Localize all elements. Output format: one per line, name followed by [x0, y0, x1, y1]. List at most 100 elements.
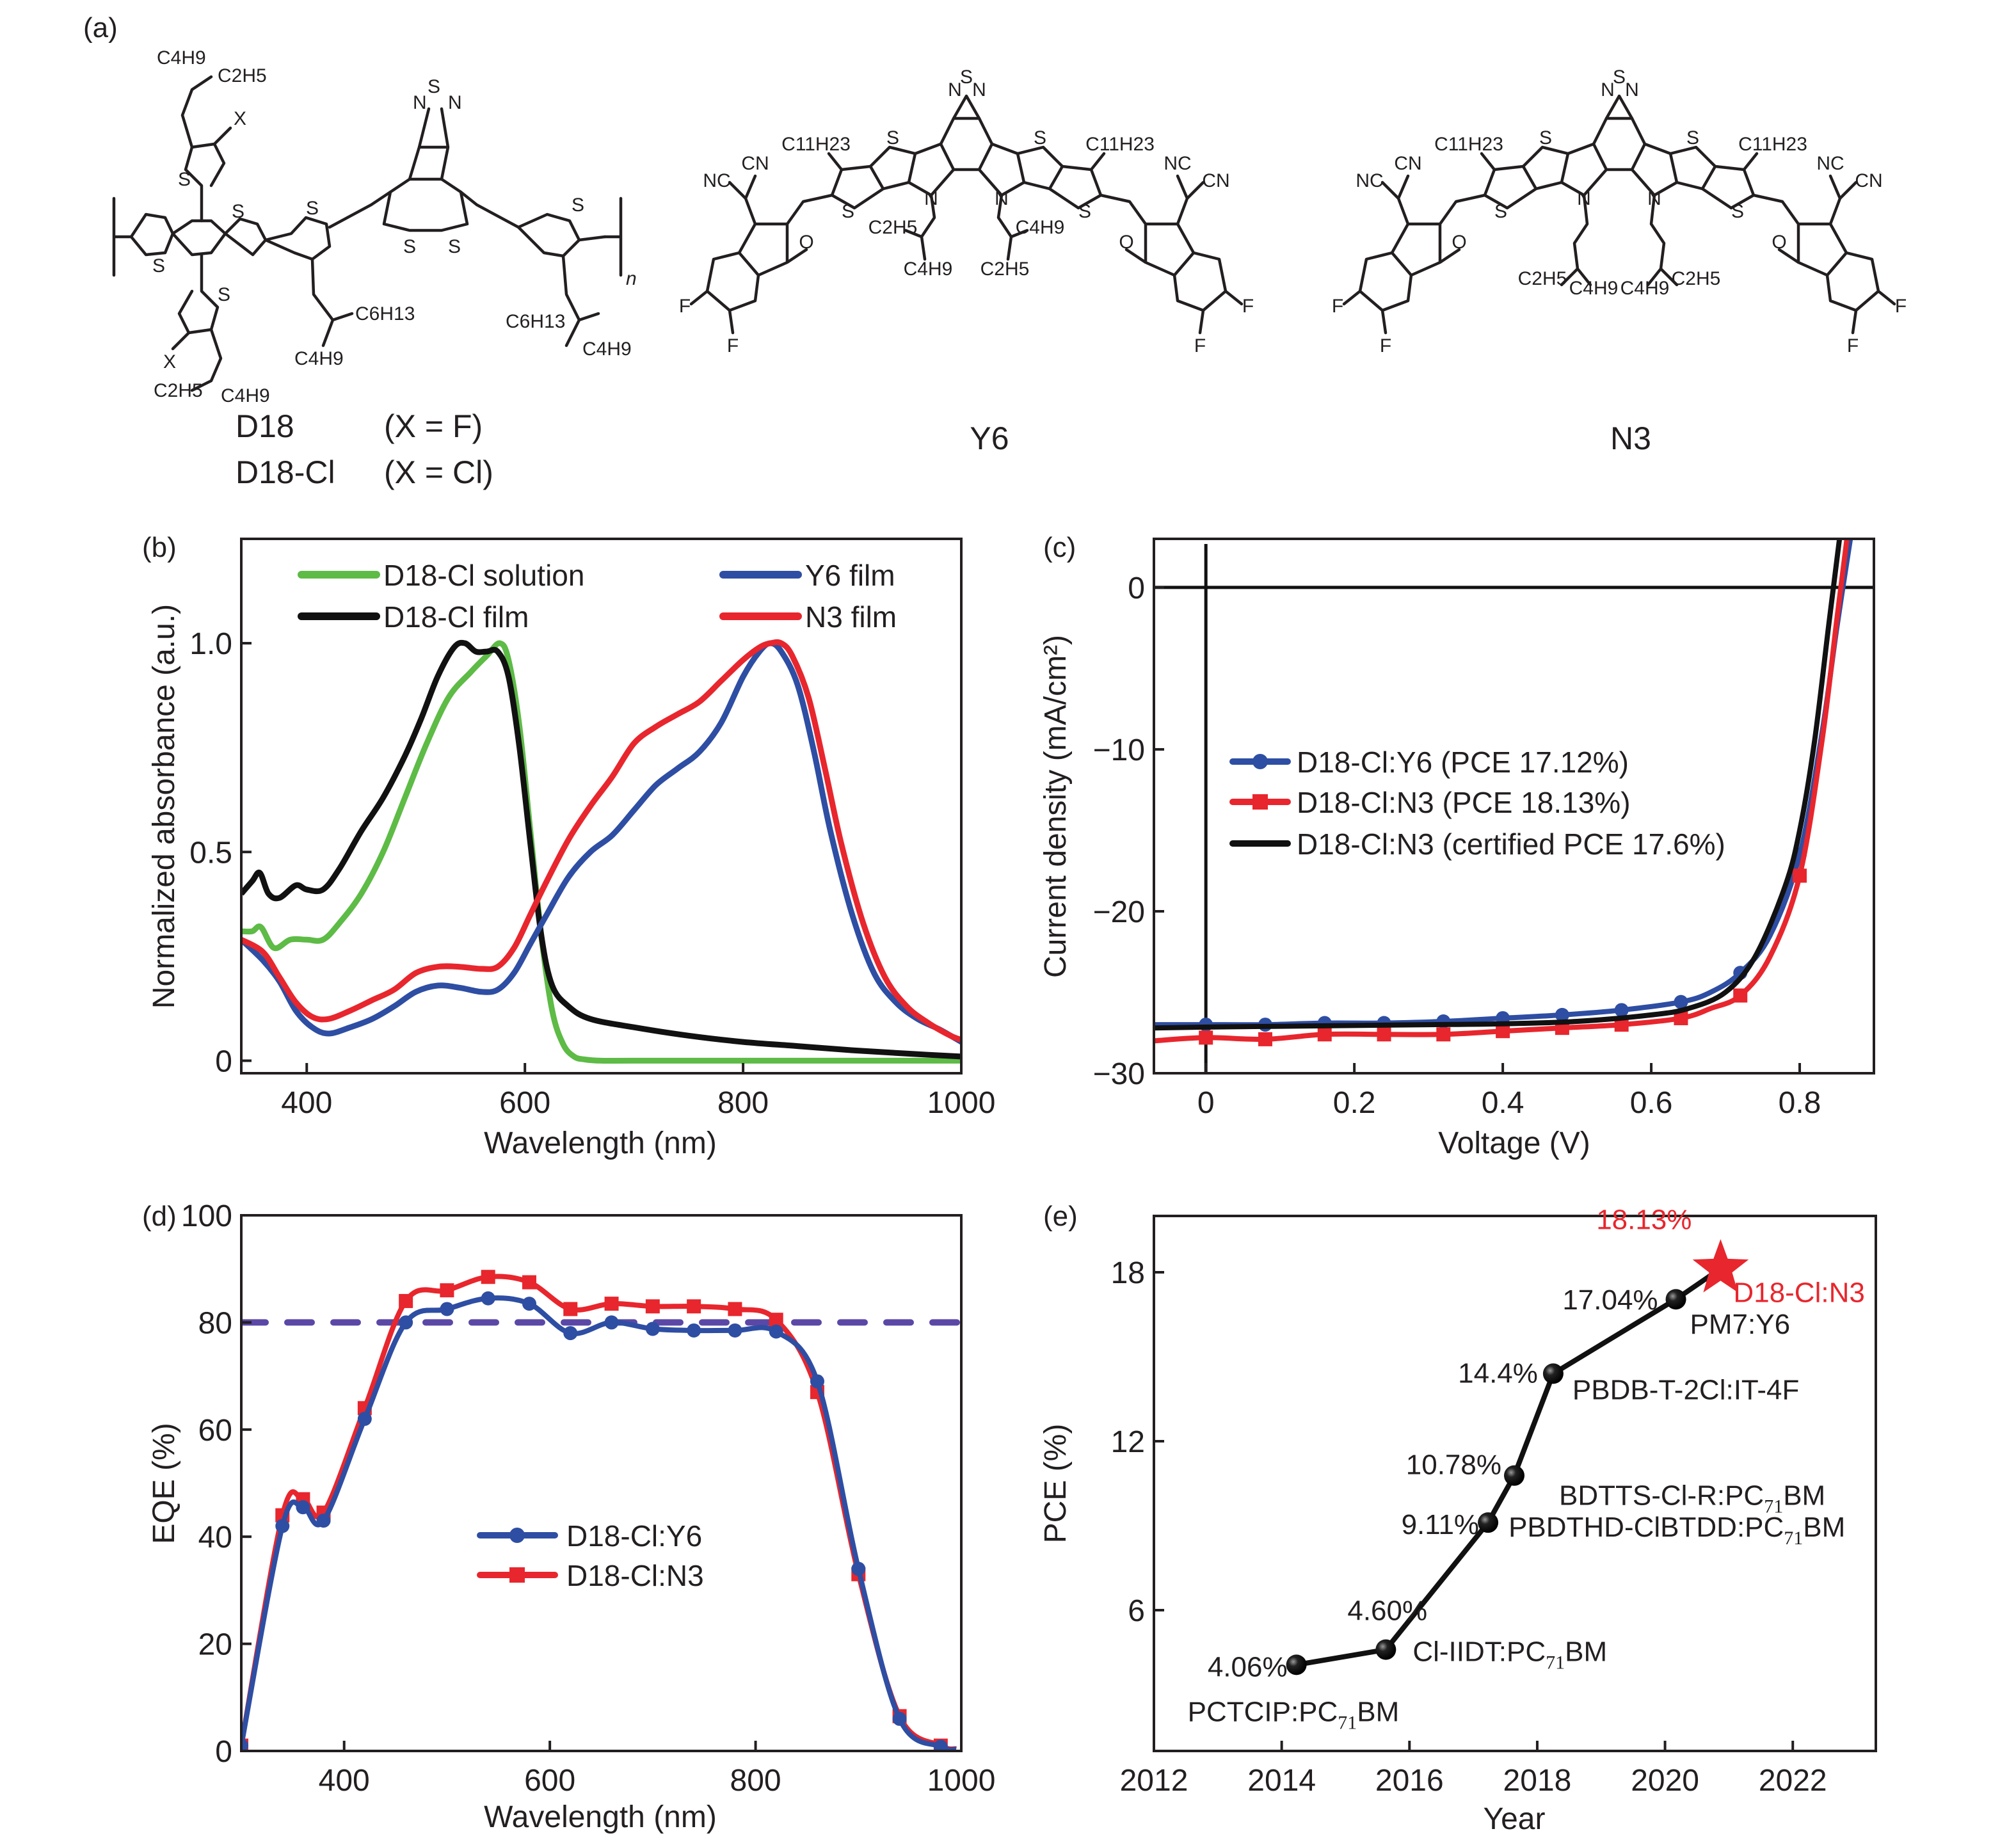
fluorine-label: F — [1847, 335, 1859, 356]
data-point-square — [1377, 1027, 1391, 1042]
oxygen-label: O — [1119, 232, 1133, 253]
panel-e-pce-history-chart: (e) PCE (%) Year 2012 2014 2016 2018 2020 202… — [1039, 1201, 1877, 1836]
y-tick-label: 0.5 — [189, 836, 232, 870]
nc-label: NC — [1164, 153, 1191, 174]
core-benzene — [1592, 116, 1647, 172]
data-point-square — [481, 1270, 495, 1284]
pce-value-label: 9.11% — [1402, 1509, 1480, 1540]
y-tick-label: 0 — [215, 1044, 232, 1078]
x-axis-label: Year — [1484, 1802, 1546, 1836]
x-tick-label: 2014 — [1247, 1764, 1316, 1798]
right-bracket — [603, 196, 623, 277]
data-point-circle — [1614, 1003, 1629, 1018]
data-point-circle — [851, 1562, 866, 1576]
left-end-group — [1390, 193, 1487, 277]
x-axis-label: Wavelength (nm) — [484, 1800, 717, 1834]
data-point-circle — [892, 1711, 907, 1726]
y-axis-label: Current density (mA/cm²) — [1039, 635, 1073, 978]
bdt-right-thiophene — [223, 217, 268, 257]
panel-label-c: (c) — [1043, 532, 1076, 563]
material-label: BDTTS-Cl-R:PC71BM — [1559, 1480, 1825, 1517]
x-tick-label: 600 — [524, 1764, 575, 1798]
right-pyrrole — [977, 142, 1026, 197]
mid-thiophene — [264, 216, 332, 261]
alkyl-label: C2H5 — [980, 259, 1030, 280]
sulfur-label: S — [886, 127, 899, 148]
x-axis-label: Wavelength (nm) — [484, 1126, 717, 1160]
c11h23-label: C11H23 — [781, 134, 851, 155]
thiadiazole-ring — [952, 94, 981, 120]
data-point-circle — [357, 1412, 372, 1426]
c11h23-label: C11H23 — [1085, 134, 1155, 155]
fluorine-label: F — [1332, 296, 1343, 317]
data-point-square — [604, 1297, 619, 1311]
right-thienothiophene — [1016, 145, 1103, 210]
nitrogen-label: N — [948, 79, 962, 100]
atom-s: S — [403, 236, 416, 257]
chain-label: C6H13 — [355, 303, 415, 324]
x-tick-label: 0 — [1197, 1086, 1215, 1120]
sulfur-label: S — [842, 201, 854, 222]
x-tick-label: 2012 — [1120, 1764, 1188, 1798]
chain-label: C4H9 — [294, 348, 344, 369]
alkyl-label: C2H5 — [868, 217, 918, 238]
axes-frame — [1153, 1215, 1877, 1752]
left-benzo — [1342, 251, 1413, 335]
data-point-circle — [275, 1519, 290, 1533]
nitrogen-label: N — [1577, 188, 1591, 209]
x-tick-label: 0.4 — [1482, 1086, 1524, 1120]
x-tick-label: 400 — [319, 1764, 370, 1798]
fluorine-label: F — [1895, 296, 1907, 317]
panel-label-b: (b) — [142, 532, 177, 563]
data-point-square — [769, 1313, 783, 1327]
sulfur-label: S — [1494, 201, 1507, 222]
data-point-square — [1793, 868, 1807, 883]
left-thienothiophene — [830, 145, 917, 210]
series-line-y6-film — [241, 640, 961, 1044]
sulfur-label: S — [1686, 127, 1699, 148]
data-point-circle — [1252, 754, 1268, 769]
repeat-n: n — [626, 268, 637, 289]
atom-n: N — [413, 92, 427, 113]
panel-c-jv-chart: (c) Current density (mA/cm²) Voltage (V)… — [1039, 532, 1875, 1160]
y-tick-label: 6 — [1128, 1594, 1145, 1628]
data-point-circle — [563, 1326, 578, 1341]
data-point — [1504, 1465, 1525, 1486]
bdt-benzene — [171, 219, 227, 257]
alkyl-label: C2H5 — [1518, 268, 1567, 289]
chain-label: C6H13 — [506, 311, 565, 332]
series-group — [1154, 539, 1874, 1073]
bottom-thiophene — [177, 253, 220, 335]
pce-value-label: 4.60% — [1347, 1595, 1427, 1627]
data-point-square — [687, 1299, 701, 1314]
y-tick-label: 1.0 — [189, 627, 232, 661]
y-tick-label: −10 — [1093, 733, 1145, 767]
pce-value-label: 18.13% — [1596, 1204, 1692, 1235]
chain-label: C2H5 — [154, 380, 203, 401]
chain-label: C2H5 — [218, 65, 267, 86]
data-point-square — [1252, 794, 1268, 810]
data-point-circle — [1555, 1007, 1569, 1022]
right-n-chain — [1646, 193, 1679, 287]
oxygen-label: O — [799, 232, 813, 253]
data-point-square — [1258, 1032, 1272, 1046]
fluorine-label: F — [1242, 296, 1254, 317]
y-tick-label: 40 — [198, 1521, 232, 1554]
series-line-d18-cl-film — [241, 639, 961, 1060]
d18cl-name: D18-Cl — [236, 454, 335, 490]
data-point-square — [1199, 1030, 1213, 1045]
left-dicyano — [1380, 174, 1410, 226]
legend-label: D18-Cl:N3 (certified PCE 17.6%) — [1297, 827, 1725, 861]
panel-a: (a) n S S S X C4H9 C2H5 S X C2H5 — [83, 12, 1907, 490]
cn-label: CN — [1855, 170, 1882, 191]
atom-s: S — [448, 236, 461, 257]
right-c11-bond — [1089, 152, 1106, 172]
y-axis-label: Normalized absorbance (a.u.) — [147, 604, 181, 1009]
alkyl-label: C4H9 — [904, 259, 953, 280]
cn-label: CN — [1394, 153, 1421, 174]
data-point-circle — [509, 1528, 525, 1543]
data-point-square — [440, 1283, 454, 1298]
fluorine-label: F — [1194, 335, 1206, 356]
panel-b-absorption-chart: (b) Normalized absorbance (a.u.) Wavelen… — [142, 532, 995, 1160]
sulfur-label: S — [1078, 201, 1091, 222]
